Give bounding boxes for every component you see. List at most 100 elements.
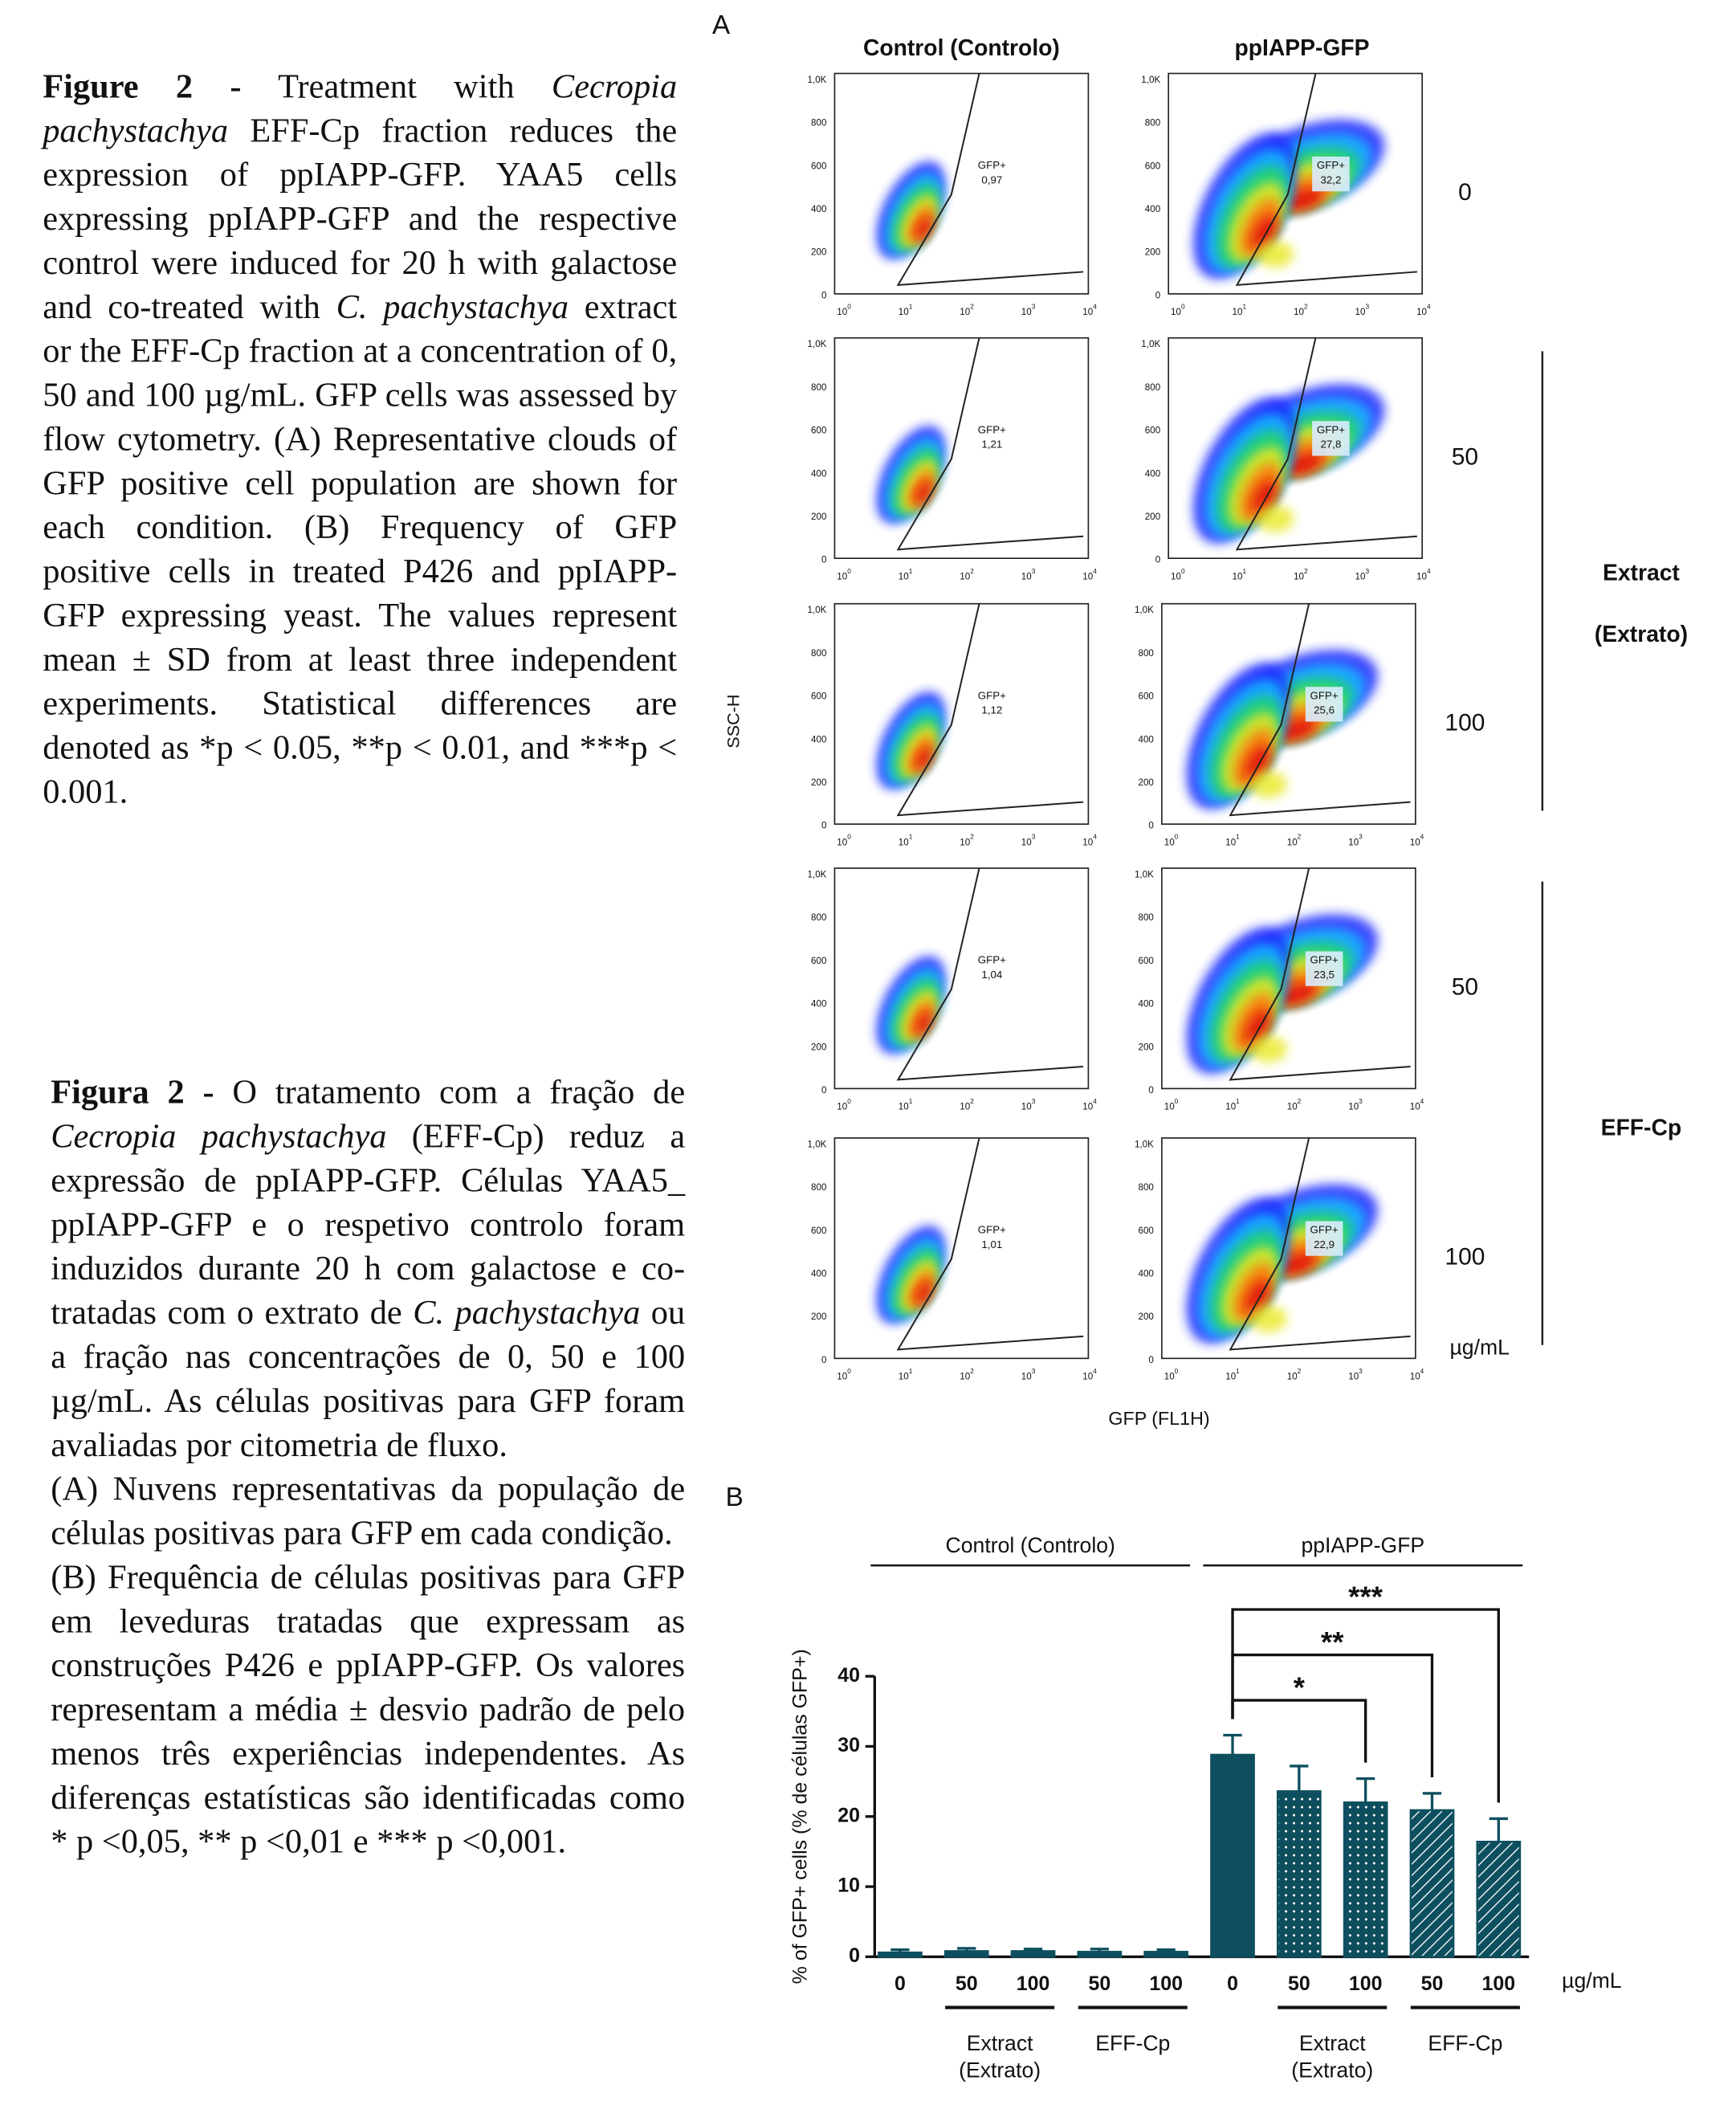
x-tick-label: 0 [894, 1972, 906, 1995]
y-tick-label: 200 [811, 1042, 827, 1052]
gate-label: GFP+ [978, 159, 1006, 171]
y-tick-label: 200 [811, 777, 827, 788]
x-tick-label: 50 [1421, 1972, 1444, 1995]
tick-base: 10 [837, 1102, 847, 1112]
error-bar [1156, 1948, 1176, 1952]
y-tick-label: 200 [811, 247, 827, 258]
x-tick-label: 103 [1355, 303, 1370, 318]
gate-label: GFP+ [978, 1224, 1006, 1236]
text-run: (B) Frequência de células positivas para… [51, 1557, 686, 1861]
x-tick-label: 100 [1149, 1972, 1183, 1995]
x-tick-label: 101 [899, 1097, 913, 1112]
x-tick-label: 100 [837, 303, 851, 318]
tick-base: 10 [899, 1372, 909, 1382]
y-tick-label: 1,0K [808, 869, 827, 879]
gate-label: GFP+ [978, 689, 1006, 701]
y-tick-label: 400 [811, 734, 827, 745]
y-tick-label: 800 [811, 912, 827, 923]
x-tick-label: 101 [1225, 1097, 1240, 1112]
error-bar [1090, 1948, 1110, 1952]
text-run: extract or the EFF-Cp fraction at a conc… [43, 287, 678, 811]
gate-label: GFP+ [1317, 423, 1345, 435]
y-tick-label: 600 [1145, 161, 1161, 171]
text-run: (A) Nuvens representativas da população … [51, 1469, 686, 1552]
x-tick-label: 101 [899, 1367, 913, 1382]
y-tick-label: 400 [1138, 1268, 1154, 1279]
dose-unit: µg/mL [1449, 1336, 1509, 1360]
bar [1476, 1840, 1522, 1958]
gate-label-box [1305, 1221, 1343, 1256]
plot-frame [833, 867, 1090, 1090]
y-tick-label: 200 [1145, 512, 1161, 522]
tick-exponent: 0 [1181, 567, 1185, 575]
y-tick-label: 400 [811, 468, 827, 479]
x-tick-label: 102 [960, 567, 974, 582]
y-tick-label: 20 [837, 1804, 860, 1826]
x-tick-label: 104 [1082, 833, 1097, 848]
x-tick-label: 102 [1287, 833, 1302, 848]
tick-exponent: 2 [1298, 1367, 1302, 1375]
tick-exponent: 3 [1032, 303, 1036, 311]
significance-bracket [1231, 1653, 1434, 1778]
y-tick-label: 600 [1145, 426, 1161, 436]
y-tick-label: 1,0K [808, 1139, 827, 1149]
tick-base: 10 [837, 837, 847, 847]
tick-exponent: 1 [1236, 1097, 1240, 1105]
y-tick-label: 1,0K [1135, 605, 1154, 615]
x-tick-label: 103 [1021, 567, 1036, 582]
x-tick-label: 104 [1416, 303, 1431, 318]
tick-exponent: 4 [1420, 1097, 1424, 1105]
gate-value: 25,6 [1314, 704, 1335, 716]
cell-cloud [915, 480, 933, 505]
y-tick-label: 1,0K [808, 605, 827, 615]
y-tick-label: 600 [1138, 1226, 1154, 1236]
dose-label: 100 [1445, 709, 1485, 736]
tick-exponent: 4 [1420, 1367, 1424, 1375]
x-tick-label: 104 [1082, 1097, 1097, 1112]
text-run: Cecropia pachystachya [51, 1116, 387, 1156]
dose-label: 50 [1452, 443, 1478, 470]
cell-cloud [1249, 1305, 1287, 1332]
tick-exponent: 1 [1242, 567, 1246, 575]
gate-value: 0,97 [981, 173, 1002, 186]
tick-base: 10 [1348, 1372, 1359, 1382]
tick-base: 10 [960, 307, 970, 317]
tick-exponent: 0 [1175, 1097, 1179, 1105]
tick-base: 10 [1287, 1372, 1298, 1382]
group-label: Control (Controlo) [946, 1533, 1115, 1557]
bar [1409, 1809, 1455, 1958]
x-tick-label: 102 [1287, 1097, 1302, 1112]
y-tick-label: 200 [1138, 1312, 1154, 1322]
gate-label-box [1312, 421, 1350, 456]
paragraph: Figure 2 - Treatment with Cecropia pachy… [43, 64, 677, 814]
tick-exponent: 0 [847, 1097, 851, 1105]
group-label: (Extrato) [959, 2058, 1041, 2082]
gate-value: 1,21 [981, 439, 1002, 451]
x-tick-label: 102 [960, 303, 974, 318]
unit-label: µg/mL [1562, 1968, 1621, 1993]
dose-label: 0 [1458, 179, 1472, 206]
bar [1210, 1753, 1255, 1958]
group-label: ppIAPP-GFP [1301, 1533, 1424, 1557]
significance-label: * [1294, 1671, 1306, 1703]
tick-base: 10 [960, 1372, 970, 1382]
x-tick-label: 104 [1410, 1367, 1424, 1382]
x-tick-label: 104 [1410, 1097, 1424, 1112]
tick-exponent: 4 [1093, 567, 1097, 575]
y-tick-label: 600 [811, 691, 827, 702]
tick-exponent: 1 [909, 303, 913, 311]
tick-base: 10 [1233, 307, 1243, 317]
x-tick-label: 0 [1227, 1972, 1238, 1995]
tick-base: 10 [960, 837, 970, 847]
cell-cloud [1285, 187, 1324, 211]
tick-base: 10 [1082, 572, 1093, 582]
tick-base: 10 [1287, 1102, 1298, 1112]
group-label: EFF-Cp [1601, 1115, 1681, 1140]
x-tick-label: 100 [1164, 833, 1179, 848]
tick-exponent: 4 [1093, 303, 1097, 311]
caption-portuguese: Figura 2 - O tratamento com a fração de … [51, 1070, 685, 1863]
